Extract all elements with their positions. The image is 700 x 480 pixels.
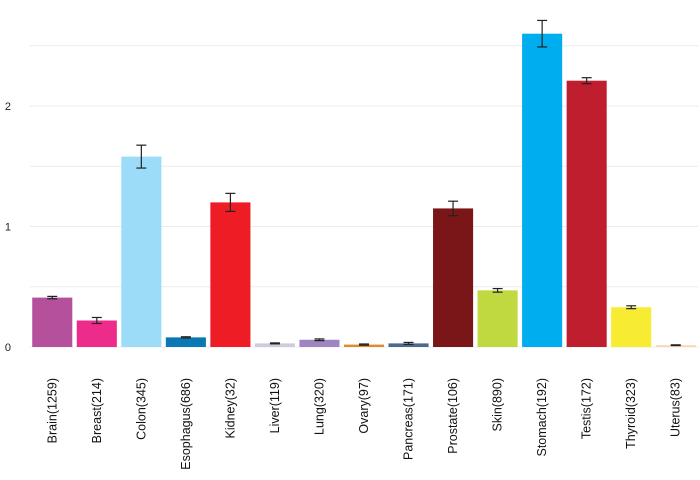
bar — [566, 80, 607, 347]
bar — [433, 208, 474, 347]
x-tick-label: Thyroid(323) — [624, 378, 638, 449]
error-bar — [448, 200, 459, 217]
x-tick-label: Brain(1259) — [45, 378, 59, 443]
x-tick-label: Colon(345) — [134, 378, 148, 440]
error-bar — [91, 316, 102, 325]
error-bar — [670, 344, 681, 347]
bars — [32, 33, 696, 347]
error-bar — [359, 343, 369, 346]
x-tick-label: Prostate(106) — [446, 378, 460, 454]
bar — [76, 320, 117, 347]
error-bar — [492, 287, 503, 293]
bar — [254, 343, 295, 347]
x-tick-label: Esophagus(686) — [179, 378, 193, 470]
error-bar — [403, 341, 414, 345]
x-axis-labels: Brain(1259) Breast(214) Colon(345) Esophagu… — [45, 378, 682, 470]
x-tick-label: Kidney(32) — [223, 378, 237, 438]
error-bar — [180, 336, 191, 339]
bar — [343, 344, 385, 347]
error-bar — [537, 19, 548, 48]
bar — [477, 290, 518, 347]
x-tick-label: Testis(172) — [580, 378, 594, 439]
error-bar — [581, 77, 592, 85]
error-bar — [269, 342, 280, 345]
bar — [121, 156, 162, 347]
x-tick-label: Pancreas(171) — [402, 378, 416, 460]
x-tick-label: Ovary(97) — [357, 378, 371, 434]
bar — [388, 343, 429, 347]
y-tick-label: 2 — [5, 101, 11, 113]
y-tick-label: 1 — [5, 222, 11, 234]
x-tick-label: Liver(119) — [268, 378, 282, 433]
x-tick-label: Breast(214) — [90, 378, 104, 443]
y-tick-label: 0 — [5, 342, 11, 354]
x-tick-label: Stomach(192) — [535, 378, 549, 457]
error-bar — [47, 295, 58, 300]
error-bar — [626, 305, 637, 310]
error-bars — [47, 19, 681, 347]
bar — [299, 339, 340, 347]
bar — [210, 202, 251, 347]
error-bar — [136, 144, 147, 169]
error-bar — [314, 338, 325, 342]
x-tick-label: Skin(890) — [491, 378, 505, 432]
error-bar — [225, 192, 236, 213]
x-tick-label: Lung(320) — [312, 378, 326, 435]
bar — [32, 297, 73, 347]
bar — [165, 337, 206, 347]
x-tick-label: Uterus(83) — [669, 378, 683, 437]
y-axis-ticks: 0 1 2 — [5, 101, 11, 354]
bar — [611, 307, 652, 347]
bar — [522, 33, 563, 347]
